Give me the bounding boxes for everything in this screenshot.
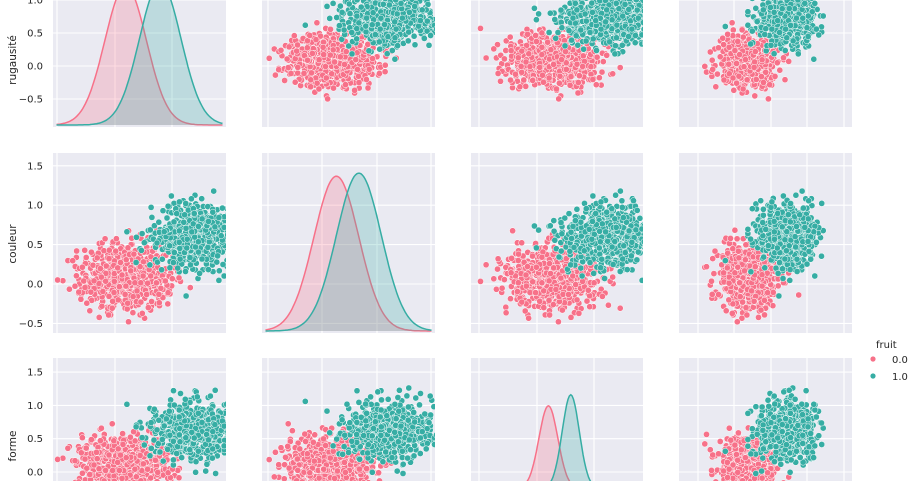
y-tick-label: 0.0 (27, 468, 43, 479)
ylabel-rugausite: rugausité (7, 35, 19, 85)
panel-r3-c2 (262, 358, 435, 481)
panel-r1-c1 (53, 0, 226, 127)
panel-background (53, 0, 226, 127)
ylabel-forme: forme (7, 431, 19, 462)
panel-background (262, 153, 435, 333)
y-tick-label: 0.5 (27, 240, 43, 251)
y-tick-label: −0.5 (19, 95, 43, 106)
row-labels: rugausité couleur forme (7, 35, 19, 461)
y-tick-label: 0.5 (27, 29, 43, 40)
panel-r3-c4 (679, 358, 852, 481)
kde-class1 (265, 172, 432, 332)
y-tick-label: 1.0 (27, 401, 43, 412)
y-tick-label: 0.0 (27, 280, 43, 291)
legend: fruit 0.0 1.0 (870, 340, 908, 383)
panel-grid: 1.0 0.5 0.0 −0.5 1.5 1.0 0.5 0.0 −0.5 1.5 1.0 0.5 0.… (19, 0, 852, 481)
legend-marker-class1 (870, 373, 876, 379)
y-tick-label: 1.5 (27, 161, 43, 172)
panel-r1-c4 (679, 0, 852, 127)
y-tick-label: 0.5 (27, 434, 43, 445)
panel-r2-c1 (53, 153, 226, 333)
panel-r2-c3 (471, 153, 643, 333)
panel-r1-c3 (471, 0, 643, 127)
panel-r3-c1 (53, 358, 226, 481)
kde-class1 (56, 0, 223, 126)
legend-label-class0: 0.0 (892, 355, 908, 366)
kde-class0 (526, 404, 571, 481)
panel-r2-c2 (262, 153, 435, 333)
legend-title: fruit (876, 340, 897, 351)
kde-class0 (56, 0, 223, 126)
legend-marker-class0 (870, 356, 876, 362)
panel-r3-c3 (471, 358, 643, 481)
ylabel-couleur: couleur (7, 224, 19, 264)
kde-class1 (550, 393, 592, 481)
y-tick-label: 1.0 (27, 0, 43, 7)
panel-r1-c2 (262, 0, 435, 127)
legend-label-class1: 1.0 (892, 372, 908, 383)
y-tick-label: −0.5 (19, 319, 43, 330)
kde-class0 (265, 175, 432, 332)
y-tick-label: 1.5 (27, 368, 43, 379)
panel-r2-c4 (679, 153, 852, 333)
y-tick-label: 1.0 (27, 201, 43, 212)
y-tick-label: 0.0 (27, 62, 43, 73)
